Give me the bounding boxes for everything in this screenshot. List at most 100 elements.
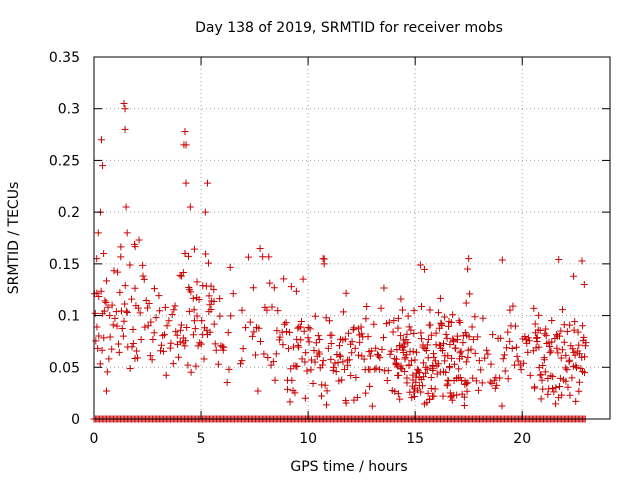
data-point <box>225 365 233 373</box>
data-point <box>135 236 143 244</box>
data-point <box>246 318 254 326</box>
data-point <box>537 371 545 379</box>
data-point <box>382 320 390 328</box>
data-point <box>456 374 464 382</box>
data-point <box>575 378 583 386</box>
data-point <box>229 290 237 298</box>
data-point <box>446 364 454 372</box>
data-point <box>217 342 225 350</box>
data-point <box>471 349 479 357</box>
data-point <box>432 329 440 337</box>
data-point <box>236 360 244 368</box>
data-point <box>325 317 333 325</box>
data-point <box>263 306 271 314</box>
data-point <box>149 335 157 343</box>
data-point <box>332 368 340 376</box>
data-point <box>453 374 461 382</box>
data-point <box>416 261 424 269</box>
data-point <box>192 362 200 370</box>
data-point <box>481 354 489 362</box>
data-point <box>525 337 533 345</box>
data-point <box>342 399 350 407</box>
data-point <box>545 385 553 393</box>
data-point <box>327 339 335 347</box>
data-point <box>438 346 446 354</box>
data-point <box>438 320 446 328</box>
y-tick-label: 0.25 <box>49 153 80 169</box>
data-point <box>206 301 214 309</box>
data-point <box>532 334 540 342</box>
data-point <box>322 401 330 409</box>
data-point <box>403 374 411 382</box>
data-point <box>385 318 393 326</box>
data-point <box>284 385 292 393</box>
data-point <box>355 351 363 359</box>
outlier-point <box>123 229 131 237</box>
data-point <box>129 340 137 348</box>
data-point <box>356 338 364 346</box>
data-point <box>248 332 256 340</box>
data-point <box>148 356 156 364</box>
data-point <box>216 295 224 303</box>
data-point <box>341 335 349 343</box>
data-point <box>493 381 501 389</box>
data-point <box>155 292 163 300</box>
data-point <box>219 343 227 351</box>
data-point <box>103 277 111 285</box>
data-point <box>131 240 139 248</box>
data-point <box>558 346 566 354</box>
data-point <box>570 326 578 334</box>
data-point <box>563 328 571 336</box>
data-point <box>499 355 507 363</box>
data-point <box>295 343 303 351</box>
data-point <box>219 346 227 354</box>
data-point <box>304 334 312 342</box>
data-point <box>404 312 412 320</box>
data-point <box>508 344 516 352</box>
data-point <box>372 364 380 372</box>
data-point <box>430 353 438 361</box>
data-point <box>394 314 402 322</box>
data-point <box>557 354 565 362</box>
data-point <box>93 289 101 297</box>
data-point <box>450 337 458 345</box>
data-point <box>389 328 397 336</box>
data-point <box>336 351 344 359</box>
data-point <box>167 339 175 347</box>
data-point <box>202 250 210 258</box>
data-point <box>269 358 277 366</box>
data-point <box>491 384 499 392</box>
data-point <box>357 323 365 331</box>
data-point <box>410 388 418 396</box>
data-point <box>496 374 504 382</box>
data-point <box>426 306 434 314</box>
data-point <box>196 339 204 347</box>
data-point <box>100 334 108 342</box>
data-point <box>310 347 318 355</box>
data-point <box>115 340 123 348</box>
data-point <box>306 325 314 333</box>
data-point <box>211 340 219 348</box>
data-point <box>265 253 273 261</box>
data-point <box>560 338 568 346</box>
data-point <box>393 346 401 354</box>
data-point <box>239 345 247 353</box>
data-point <box>115 348 123 356</box>
data-point <box>129 325 137 333</box>
data-point <box>177 321 185 329</box>
data-point <box>342 289 350 297</box>
data-point <box>413 348 421 356</box>
data-point <box>134 354 142 362</box>
data-point <box>417 388 425 396</box>
data-point <box>321 381 329 389</box>
data-point <box>441 313 449 321</box>
data-point <box>116 288 124 296</box>
data-point <box>536 327 544 335</box>
data-point <box>424 336 432 344</box>
data-point <box>517 366 525 374</box>
outlier-point <box>97 136 105 144</box>
data-point <box>206 328 214 336</box>
data-point <box>427 373 435 381</box>
data-point <box>566 391 574 399</box>
